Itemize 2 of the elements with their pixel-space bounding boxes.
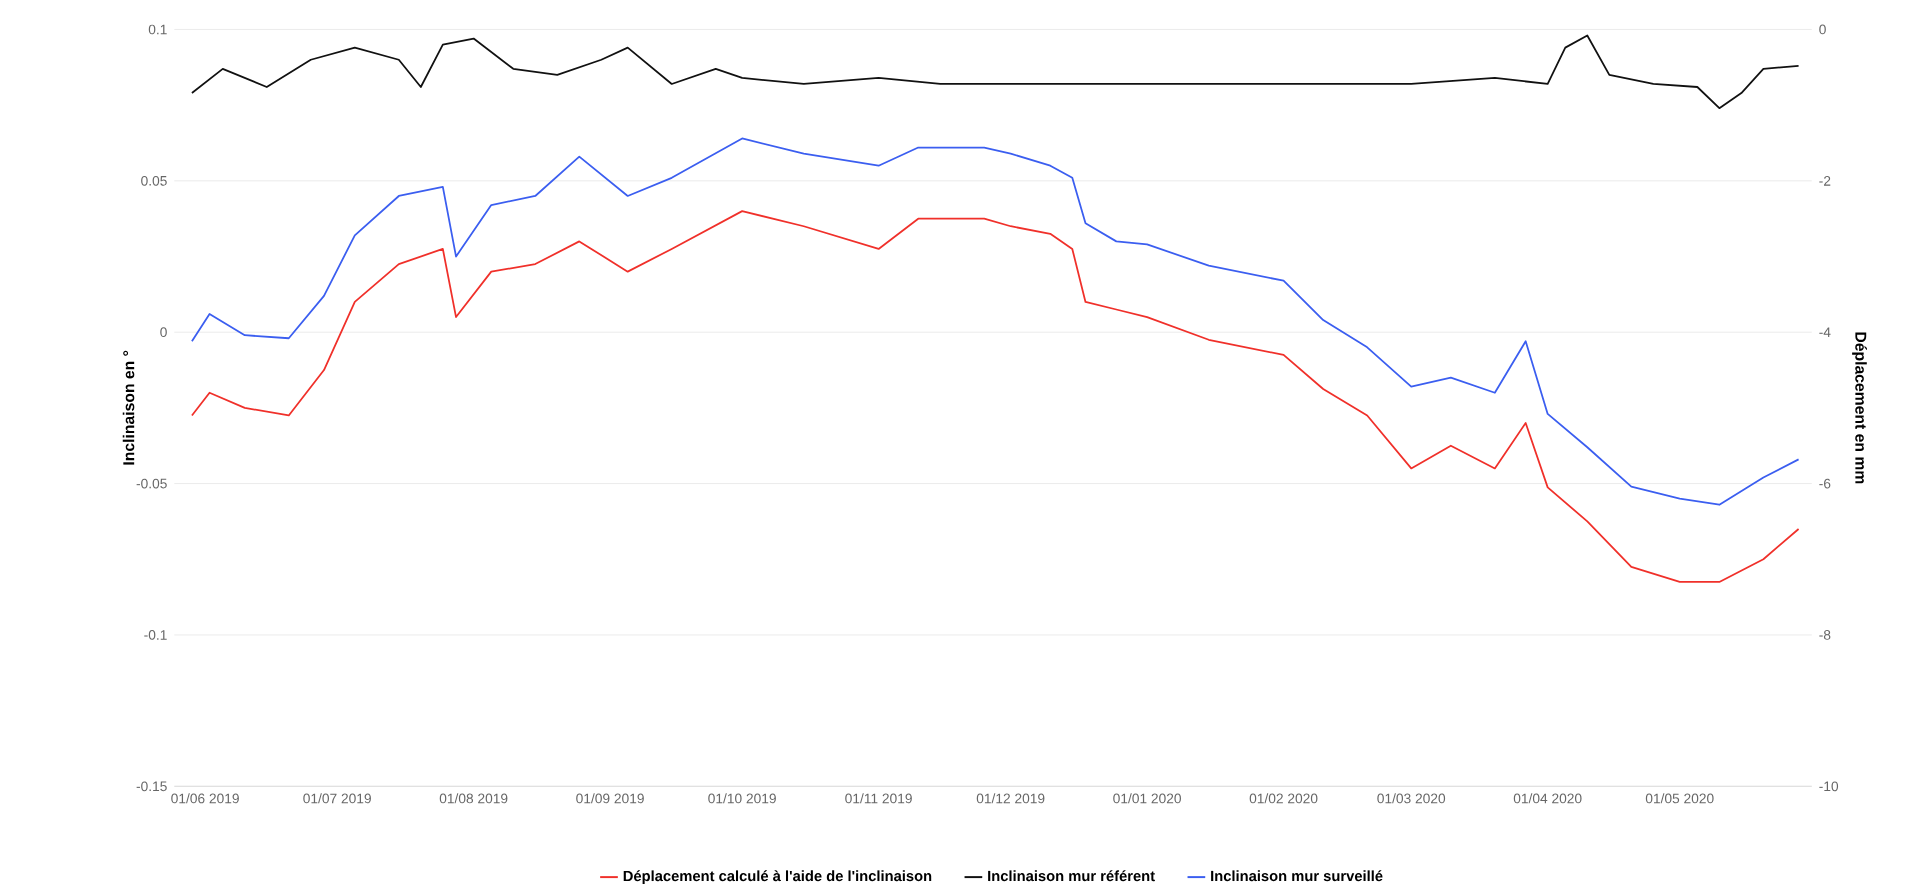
line-series xyxy=(191,137,1800,506)
line-series xyxy=(191,209,1800,583)
